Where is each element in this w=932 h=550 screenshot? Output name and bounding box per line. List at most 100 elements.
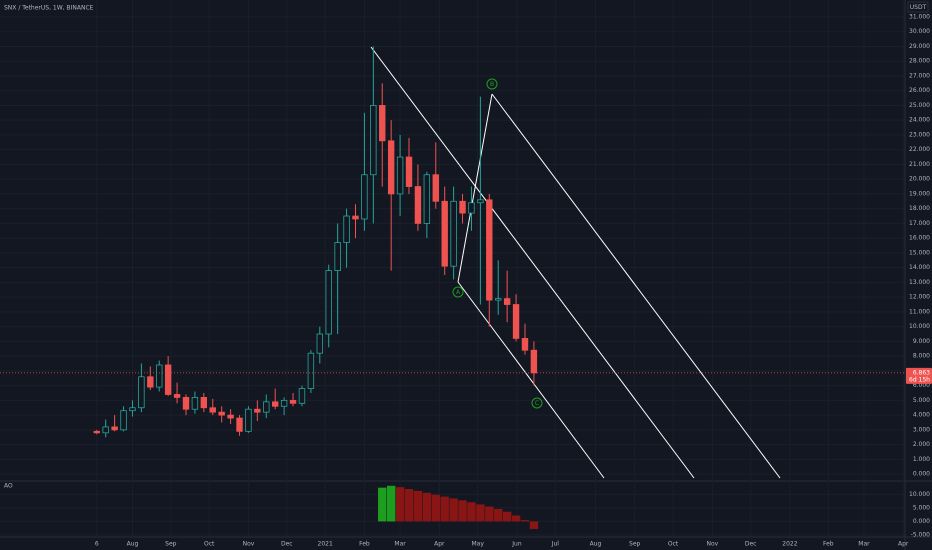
candle-body [343,215,350,243]
unit-box [907,1,929,13]
x-tick-label: Mar [858,541,870,548]
symbol-header: SNX / TetherUS, 1W, BINANCE [4,5,94,12]
candle-body [307,352,315,389]
ao-bar [422,492,432,522]
x-tick-label: Sep [165,541,177,548]
wave-label: C [535,400,539,407]
candle-body [521,338,529,351]
candle-body [405,156,413,187]
x-tick-label: Dec [281,541,293,548]
candle-body [486,199,493,301]
x-tick-label: May [471,541,484,548]
ao-bar [476,504,485,522]
ao-bar [520,520,530,522]
x-tick-label: Jul [551,541,560,548]
drawings [370,46,781,479]
y-tick-label: 5.000 [913,504,930,511]
y-tick-label: 31.000 [909,13,930,20]
candle-body [370,105,377,176]
pitchfork-handle [457,93,493,283]
candle-body [423,174,431,224]
candle-body [182,397,190,410]
x-tick-label: Apr [434,541,445,548]
y-tick-label: 17.000 [909,220,930,227]
ao-bar [529,521,539,529]
y-tick-label: 5.000 [913,397,930,404]
unit-label: USDT [910,4,927,11]
last-price-label: 6.863 [913,369,930,376]
ao-bar [395,487,405,522]
candle-body [200,397,208,409]
candle-body [459,200,466,214]
x-tick-label: Dec [745,541,757,548]
candle-body [120,410,127,431]
ao-bar [485,506,494,522]
candle-body [236,417,243,432]
wave-label: A [456,289,461,296]
y-tick-label: 23.000 [909,131,930,138]
y-tick-label: 10.000 [909,323,930,330]
grid [0,0,905,536]
x-tick-label: Feb [823,541,834,548]
y-tick-label: 11.000 [909,308,930,315]
x-tick-label: 2022 [782,541,797,548]
candle-body [387,140,395,195]
ao-bar [511,515,521,522]
candle-body [361,174,368,220]
candle-body [111,426,118,431]
candle-body [477,199,484,204]
ao-bar [467,502,476,522]
candle-body [352,215,359,220]
ao-bar [386,485,396,522]
y-tick-label: 3.000 [913,426,930,433]
candle-body [289,399,297,404]
pitchfork-lower [457,281,605,479]
candle-body [254,408,261,413]
y-tick-label: 15.000 [909,249,930,256]
ao-bar [458,500,467,522]
y-tick-label: 9.000 [913,338,930,345]
x-tick-label: 2021 [318,541,333,548]
x-tick-label: Aug [590,541,602,548]
y-tick-label: 1.000 [913,456,930,463]
candle-body [495,298,502,301]
y-tick-label: 30.000 [909,28,930,35]
ao-bar [494,509,503,522]
candle-body [102,426,109,434]
wave-marker [486,78,498,90]
y-tick-label: 18.000 [909,205,930,212]
x-tick-label: Mar [394,541,406,548]
candle-body [138,376,145,409]
y-tick-label: -5.000 [911,531,931,538]
y-tick-label: 27.000 [909,72,930,79]
x-tick-label: Oct [204,541,215,548]
x-tick-label: Aug [127,541,139,548]
y-tick-label: 21.000 [909,161,930,168]
y-tick-label: 13.000 [909,279,930,286]
last-price-box [906,367,932,384]
x-tick-label: Jun [511,541,522,548]
candle-body [218,411,225,416]
y-tick-label: 26.000 [909,87,930,94]
y-tick-label: 0.000 [913,518,930,525]
y-tick-label: 19.000 [909,190,930,197]
y-tick-label: 4.000 [913,412,930,419]
candle-body [280,399,288,407]
bar-countdown: 6d 15h [909,376,930,383]
y-tick-label: 28.000 [909,58,930,65]
x-tick-label: Nov [706,541,718,548]
candle-body [512,304,520,339]
candle-body [227,414,234,419]
candle-body [191,397,199,410]
y-tick-label: 24.000 [909,117,930,124]
ao-bar [431,494,440,522]
candle-body [298,388,306,404]
y-tick-label: 2.000 [913,441,930,448]
candle-body [147,376,154,388]
candle-body [245,408,252,432]
candle-body [468,202,475,214]
candle-body [334,242,341,271]
y-tick-label: 10.000 [909,491,930,498]
candle-body [93,430,100,434]
y-tick-label: 14.000 [909,264,930,271]
